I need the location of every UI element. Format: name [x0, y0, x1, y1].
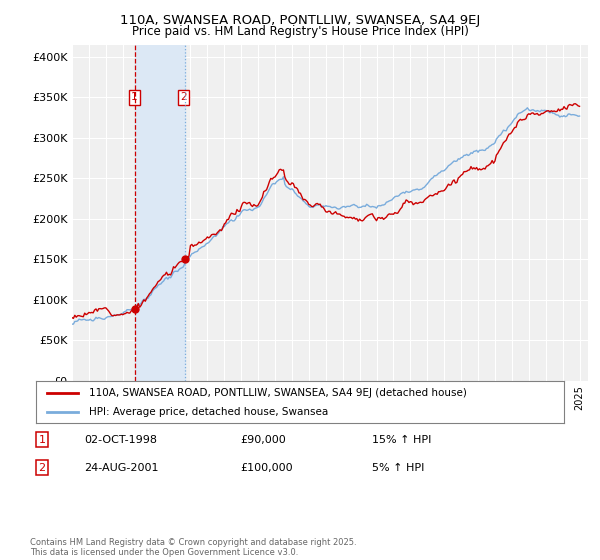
Text: Price paid vs. HM Land Registry's House Price Index (HPI): Price paid vs. HM Land Registry's House … — [131, 25, 469, 38]
Text: 24-AUG-2001: 24-AUG-2001 — [84, 463, 158, 473]
Text: 1: 1 — [38, 435, 46, 445]
Text: £100,000: £100,000 — [240, 463, 293, 473]
Bar — [136, 45, 185, 381]
Text: 110A, SWANSEA ROAD, PONTLLIW, SWANSEA, SA4 9EJ (detached house): 110A, SWANSEA ROAD, PONTLLIW, SWANSEA, S… — [89, 389, 467, 398]
Text: 2: 2 — [181, 92, 187, 102]
Text: 02-OCT-1998: 02-OCT-1998 — [84, 435, 157, 445]
Text: £90,000: £90,000 — [240, 435, 286, 445]
Text: 2: 2 — [38, 463, 46, 473]
Text: 5% ↑ HPI: 5% ↑ HPI — [372, 463, 424, 473]
Text: Contains HM Land Registry data © Crown copyright and database right 2025.
This d: Contains HM Land Registry data © Crown c… — [30, 538, 356, 557]
Text: 15% ↑ HPI: 15% ↑ HPI — [372, 435, 431, 445]
Text: 110A, SWANSEA ROAD, PONTLLIW, SWANSEA, SA4 9EJ: 110A, SWANSEA ROAD, PONTLLIW, SWANSEA, S… — [120, 14, 480, 27]
Text: HPI: Average price, detached house, Swansea: HPI: Average price, detached house, Swan… — [89, 407, 328, 417]
Text: 1: 1 — [131, 92, 138, 102]
